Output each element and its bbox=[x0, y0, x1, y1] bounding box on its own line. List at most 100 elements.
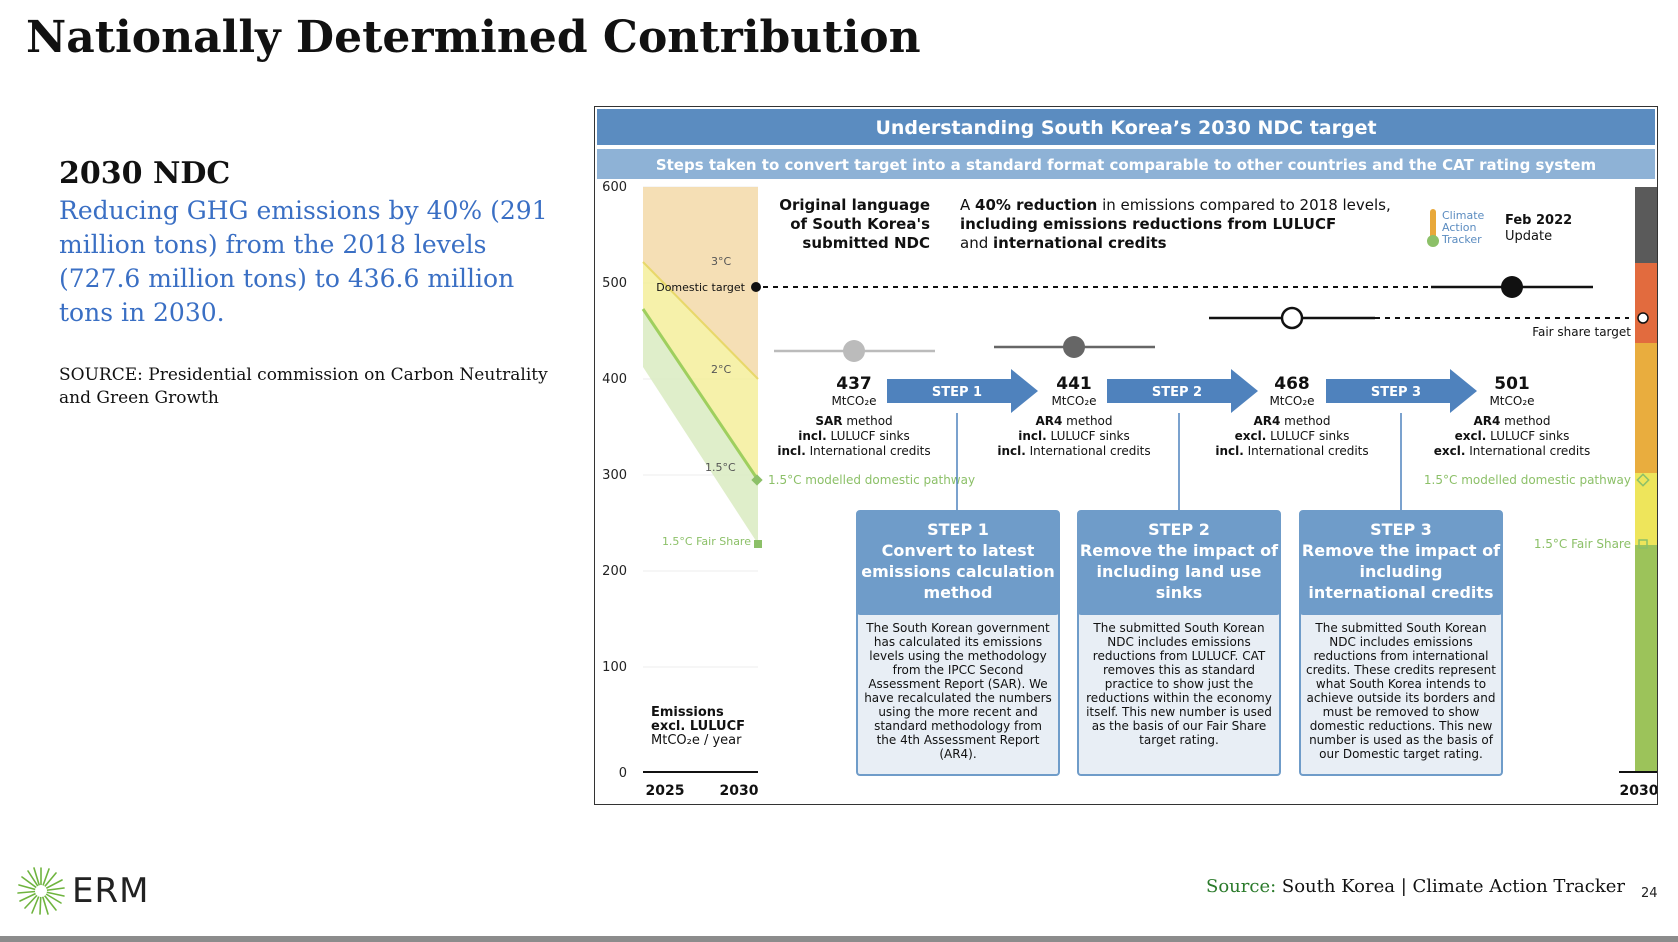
desc-text: in emissions compared to 2018 levels, bbox=[1097, 196, 1390, 214]
desc-text: A bbox=[960, 196, 975, 214]
value-sinks: LULUCF sinks bbox=[1266, 429, 1349, 443]
y-tick: 0 bbox=[619, 766, 627, 781]
three-c-area bbox=[643, 187, 758, 379]
step-body-line: using the more recent and bbox=[878, 705, 1037, 719]
fair-share-label-right: 1.5°C Fair Share bbox=[1534, 537, 1631, 551]
modelled-pathway-label-right: 1.5°C modelled domestic pathway bbox=[1424, 473, 1631, 487]
pathway-labels: 3°C 2°C 1.5°C 1.5°C Fair Share Domestic … bbox=[656, 255, 751, 548]
value-method-bold: SAR bbox=[815, 414, 842, 428]
step-body-line: (AR4). bbox=[939, 747, 976, 761]
step-title-line: Remove the impact of bbox=[1302, 541, 1501, 560]
value-credits-bold: incl. bbox=[777, 444, 805, 458]
step-title-line: STEP 1 bbox=[927, 520, 989, 539]
cat-logo-line: Climate bbox=[1442, 209, 1485, 222]
cat-date: Feb 2022 bbox=[1505, 213, 1572, 228]
step-body-line: reductions from LULUCF. CAT bbox=[1093, 649, 1266, 663]
value-credits: International credits bbox=[1026, 444, 1151, 458]
step-title-line: Remove the impact of bbox=[1080, 541, 1279, 560]
source-footer-label: Source: bbox=[1206, 876, 1277, 897]
diagram-header bbox=[597, 109, 1655, 145]
desc-bold: 40% reduction bbox=[975, 196, 1097, 214]
fair-share-marker bbox=[754, 540, 762, 548]
erm-logo: ERM bbox=[16, 866, 149, 916]
step-box-1: STEP 1 Convert to latest emissions calcu… bbox=[856, 510, 1060, 776]
rating-pathway-marker bbox=[1636, 473, 1650, 487]
x-tick: 2030 bbox=[720, 783, 759, 799]
value-block-3: 468 MtCO₂e AR4 method excl. LULUCF sinks… bbox=[1215, 374, 1368, 458]
value-sinks-bold: excl. bbox=[1455, 429, 1487, 443]
value-sinks-bold: excl. bbox=[1235, 429, 1267, 443]
step-body-line: Assessment Report (SAR). We bbox=[868, 677, 1047, 691]
step-title-line: including bbox=[1359, 562, 1442, 581]
step-arrow-label: STEP 3 bbox=[1371, 385, 1421, 400]
page-number: 24 bbox=[1641, 886, 1658, 901]
value-credits-bold: incl. bbox=[1215, 444, 1243, 458]
rating-segment-almost-sufficient bbox=[1635, 473, 1657, 545]
y-tick: 400 bbox=[602, 372, 627, 387]
x-tick: 2025 bbox=[646, 783, 685, 799]
value-credits: International credits bbox=[1465, 444, 1590, 458]
desc-line: including emissions reductions from LULU… bbox=[960, 215, 1336, 233]
step-title-line: sinks bbox=[1156, 583, 1203, 602]
step-title-line: Convert to latest bbox=[882, 541, 1035, 560]
svg-text:incl. International credits: incl. International credits bbox=[997, 444, 1150, 458]
value-marker-441 bbox=[1063, 336, 1085, 358]
modelled-pathway-label: 1.5°C modelled domestic pathway bbox=[768, 473, 975, 487]
three-c-label: 3°C bbox=[711, 255, 731, 268]
axis-title-line: excl. LULUCF bbox=[651, 719, 745, 734]
rating-fair-share-square bbox=[1638, 539, 1648, 549]
step-body-line: levels using the methodology bbox=[869, 649, 1046, 663]
y-axis: 600 500 400 300 200 100 0 bbox=[602, 180, 627, 781]
step-box-2: STEP 2 Remove the impact of including la… bbox=[1077, 510, 1281, 776]
step-body-line: from the IPCC Second bbox=[893, 663, 1024, 677]
value-unit: MtCO₂e bbox=[1489, 394, 1534, 408]
value-number: 441 bbox=[1056, 374, 1092, 394]
cat-badge: Climate Action Tracker Feb 2022 Update bbox=[1427, 209, 1572, 247]
domestic-target-point bbox=[751, 282, 761, 292]
value-method-bold: AR4 bbox=[1253, 414, 1280, 428]
value-marker-437 bbox=[843, 340, 865, 362]
step-body-line: have recalculated the numbers bbox=[864, 691, 1052, 705]
step-body-line: has calculated its emissions bbox=[874, 635, 1042, 649]
value-credits-bold: excl. bbox=[1434, 444, 1466, 458]
original-ndc-description: A 40% reduction in emissions compared to… bbox=[960, 196, 1391, 252]
step-body-line: The submitted South Korean bbox=[1092, 621, 1264, 635]
step-title-line: international credits bbox=[1308, 583, 1493, 602]
value-credits: International credits bbox=[806, 444, 931, 458]
original-label-line: submitted NDC bbox=[802, 234, 930, 252]
ndc-diagram-panel: Understanding South Korea’s 2030 NDC tar… bbox=[594, 106, 1658, 805]
erm-logo-text: ERM bbox=[72, 871, 150, 911]
step-body-line: credits. These credits represent bbox=[1306, 663, 1496, 677]
three-c-line bbox=[642, 261, 759, 380]
fair-share-target-marker bbox=[1280, 306, 1304, 330]
svg-text:excl. LULUCF sinks: excl. LULUCF sinks bbox=[1235, 429, 1350, 443]
step-connectors bbox=[956, 413, 1402, 511]
step-body-line: The South Korean government bbox=[865, 621, 1050, 635]
fair-share-target-label: Fair share target bbox=[1532, 325, 1631, 339]
svg-text:AR4 method: AR4 method bbox=[1473, 414, 1550, 428]
value-method-bold: AR4 bbox=[1035, 414, 1062, 428]
value-sinks-bold: incl. bbox=[1018, 429, 1046, 443]
step-body-line: NDC includes emissions bbox=[1329, 635, 1472, 649]
step-title-line: STEP 3 bbox=[1370, 520, 1432, 539]
value-number: 437 bbox=[836, 374, 872, 394]
value-block-2: 441 MtCO₂e AR4 method incl. LULUCF sinks… bbox=[997, 374, 1150, 458]
y-tick: 200 bbox=[602, 564, 627, 579]
svg-text:excl. LULUCF sinks: excl. LULUCF sinks bbox=[1455, 429, 1570, 443]
step-body-line: what South Korea intends to bbox=[1316, 677, 1486, 691]
svg-text:incl. International credits: incl. International credits bbox=[777, 444, 930, 458]
one-five-c-area bbox=[643, 309, 758, 544]
value-method-bold: AR4 bbox=[1473, 414, 1500, 428]
step-body-line: target rating. bbox=[1139, 733, 1219, 747]
cat-logo-line: Action bbox=[1442, 221, 1476, 234]
diagram-subtitle: Steps taken to convert target into a sta… bbox=[656, 156, 1596, 174]
modelled-pathway-marker bbox=[751, 474, 763, 486]
two-c-label: 2°C bbox=[711, 363, 731, 376]
value-credits: International credits bbox=[1244, 444, 1369, 458]
step-body-line: as the basis of our Fair Share bbox=[1092, 719, 1267, 733]
value-method: method bbox=[1062, 414, 1112, 428]
cat-logo-line: Tracker bbox=[1441, 233, 1482, 246]
source-footer-text: South Korea | Climate Action Tracker bbox=[1276, 876, 1626, 897]
y-tick: 300 bbox=[602, 468, 627, 483]
rating-segment-compatible bbox=[1635, 545, 1657, 772]
